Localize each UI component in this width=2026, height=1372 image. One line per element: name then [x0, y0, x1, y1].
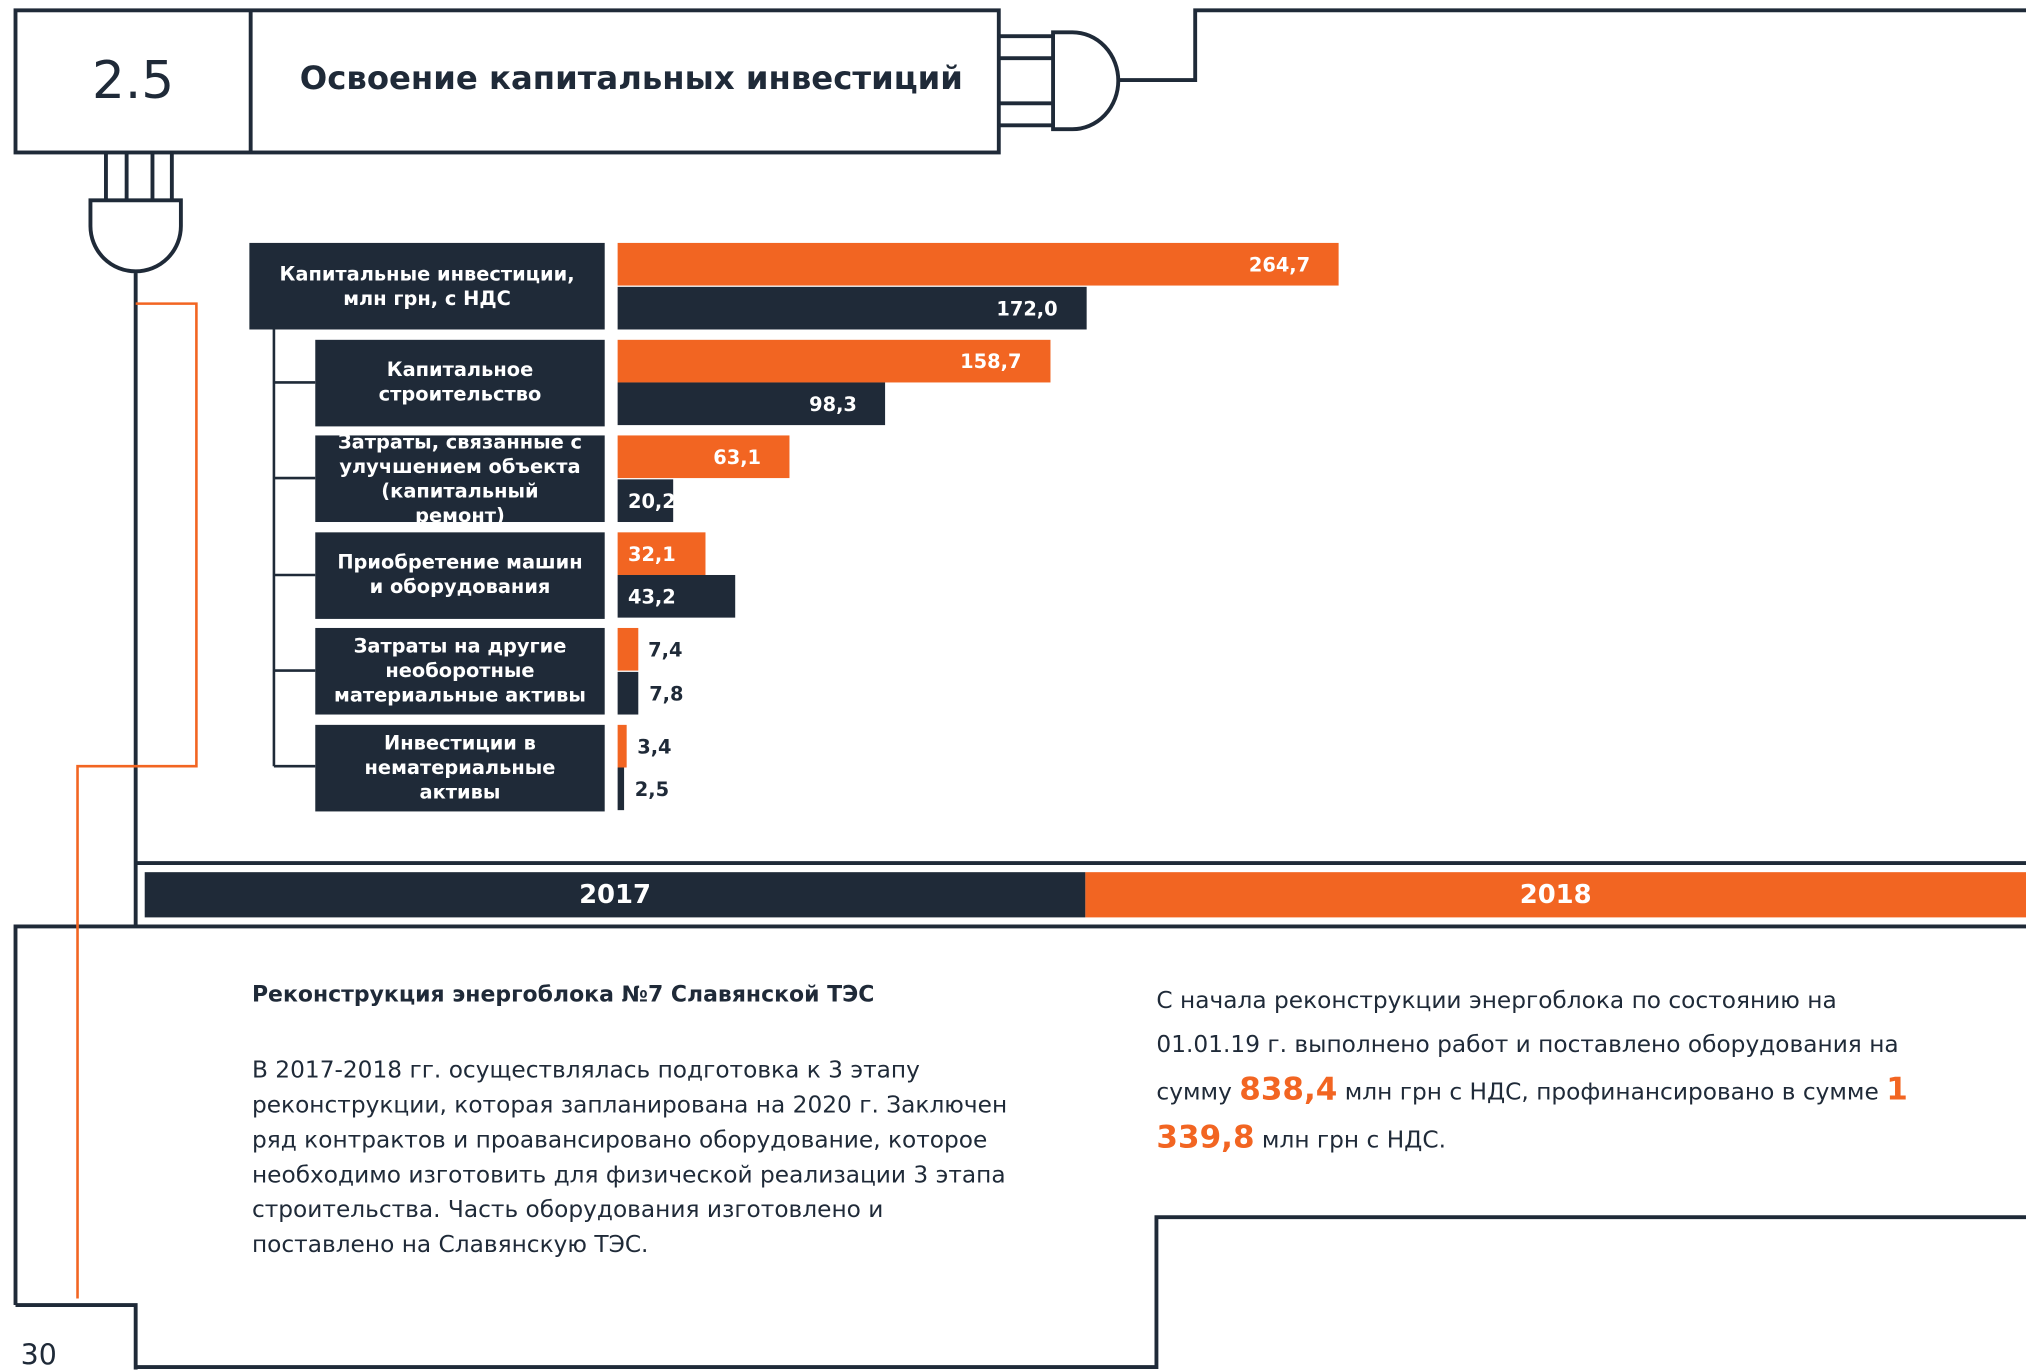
legend-item: 2017	[144, 872, 1086, 918]
text-part: млн грн с НДС, профинансировано в сумме	[1337, 1078, 1887, 1107]
category-label: Затраты, связанные с улучшением объекта …	[315, 430, 605, 527]
highlight-number: 1 339,8	[1156, 1071, 1908, 1156]
bar	[617, 574, 736, 618]
value-label: 264,7	[1248, 253, 1311, 277]
value-label: 98,3	[809, 392, 857, 417]
text-part: млн грн с НДС.	[1254, 1126, 1447, 1154]
section-heading: Реконструкция энергоблока №7 Славянской …	[251, 981, 875, 1008]
highlight-number: 838,4	[1239, 1071, 1338, 1108]
bar	[617, 724, 627, 767]
text-part: С начала реконструкции энергоблока по со…	[1156, 987, 1899, 1107]
bar	[617, 531, 706, 575]
value-label: 7,4	[648, 638, 683, 662]
plug-left	[88, 152, 183, 927]
category-label: Приобретение машин и оборудования	[315, 531, 605, 619]
category-label: Затраты на другие необоротные материальн…	[315, 627, 605, 715]
category-label: Капитальные инвестиции, млн грн, с НДС	[249, 242, 605, 330]
bar	[617, 382, 886, 426]
bar	[617, 339, 1050, 382]
value-label: 32,1	[627, 542, 676, 566]
section-number: 2.5	[91, 51, 175, 112]
bar	[617, 435, 790, 479]
bar	[617, 242, 1339, 286]
value-label: 20,2	[627, 489, 676, 513]
right-text: С начала реконструкции энергоблока по со…	[1156, 979, 1931, 1162]
value-label: 158,7	[960, 349, 1022, 373]
header-title: Освоение капитальных инвестиций	[299, 59, 963, 97]
bar	[617, 286, 1087, 329]
legend-label: 2018	[1519, 878, 1592, 910]
tree-lines	[272, 328, 316, 768]
accent-line	[76, 302, 198, 1299]
bar	[617, 671, 639, 714]
value-label: 2,5	[634, 777, 670, 802]
bar	[617, 478, 673, 522]
bar	[617, 627, 638, 671]
plug-right	[998, 8, 2026, 132]
value-label: 172,0	[996, 296, 1058, 320]
value-label: 63,1	[713, 445, 762, 470]
bar	[617, 767, 625, 811]
value-label: 7,8	[649, 681, 684, 705]
legend-label: 2017	[579, 878, 651, 910]
value-label: 3,4	[637, 734, 672, 758]
left-text: В 2017-2018 гг. осуществлялась подготовк…	[251, 1056, 1008, 1259]
value-label: 43,2	[627, 585, 676, 609]
category-label: Капитальное строительство	[315, 339, 605, 426]
category-label: Инвестиции в нематериальные активы	[315, 724, 605, 811]
header-box	[13, 8, 1001, 155]
bottom-frame	[13, 924, 2026, 1370]
legend-item: 2018	[1085, 872, 2026, 918]
page-number: 30	[20, 1339, 57, 1372]
